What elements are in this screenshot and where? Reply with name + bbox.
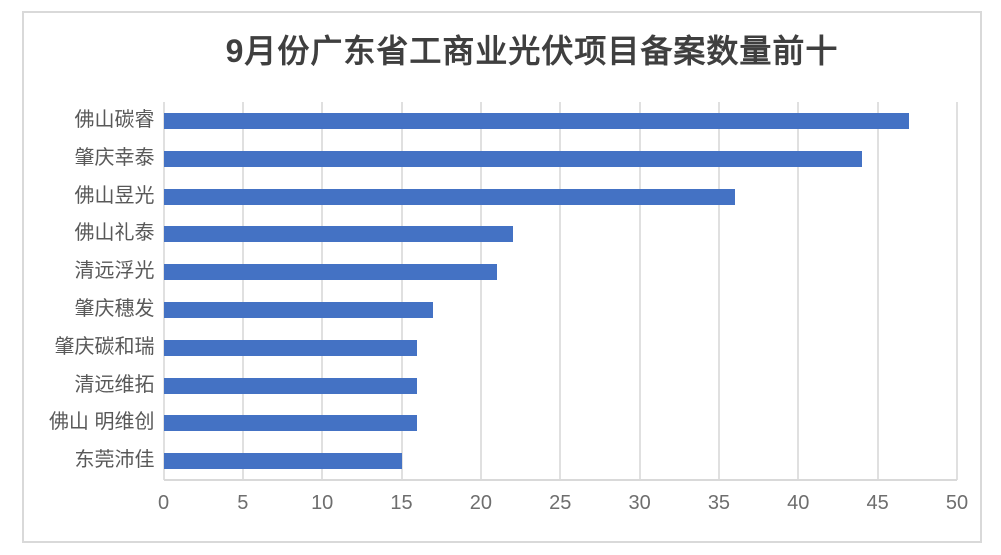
gridline	[400, 102, 403, 480]
gridline	[797, 102, 800, 480]
category-label: 肇庆幸泰	[74, 146, 155, 169]
x-tick-label: 50	[945, 492, 969, 514]
bar	[163, 188, 735, 205]
category-label: 肇庆穗发	[74, 298, 155, 320]
bar	[163, 339, 418, 356]
gridline	[638, 102, 641, 480]
gridline	[241, 102, 244, 480]
x-tick-label: 10	[311, 492, 334, 514]
bar	[163, 150, 862, 167]
category-label: 佛山礼泰	[74, 222, 155, 245]
bar	[163, 415, 418, 432]
x-tick-label: 40	[787, 492, 810, 514]
gridline	[162, 102, 165, 480]
x-tick-label: 20	[469, 492, 493, 514]
x-tick-label: 30	[628, 492, 651, 514]
category-label: 肇庆碳和瑞	[54, 335, 155, 358]
bar	[163, 377, 418, 394]
gridline	[956, 102, 958, 480]
bar	[163, 112, 910, 129]
category-label: 佛山碳睿	[74, 109, 155, 131]
x-tick-label: 25	[549, 492, 572, 514]
bar	[163, 226, 513, 243]
bar	[163, 264, 497, 281]
category-label: 清远浮光	[74, 260, 155, 283]
chart-title: 9月份广东省工商业光伏项目备案数量前十	[225, 33, 839, 69]
category-label: 清远维拓	[74, 373, 155, 396]
x-tick-label: 45	[866, 492, 889, 514]
x-tick-label: 0	[157, 492, 170, 514]
category-label: 佛山昱光	[74, 184, 155, 207]
category-label: 东莞沛佳	[74, 449, 155, 472]
category-label: 佛山 明维创	[48, 411, 155, 434]
gridline	[321, 102, 324, 480]
bar	[163, 453, 402, 470]
x-tick-label: 5	[237, 492, 249, 514]
gridline	[717, 102, 720, 480]
gridline	[559, 102, 562, 480]
x-tick-label: 35	[707, 492, 731, 514]
x-axis-line	[163, 479, 957, 481]
gridline	[479, 102, 482, 480]
x-tick-label: 15	[390, 492, 413, 514]
bar	[163, 301, 434, 318]
gridline	[876, 102, 879, 480]
